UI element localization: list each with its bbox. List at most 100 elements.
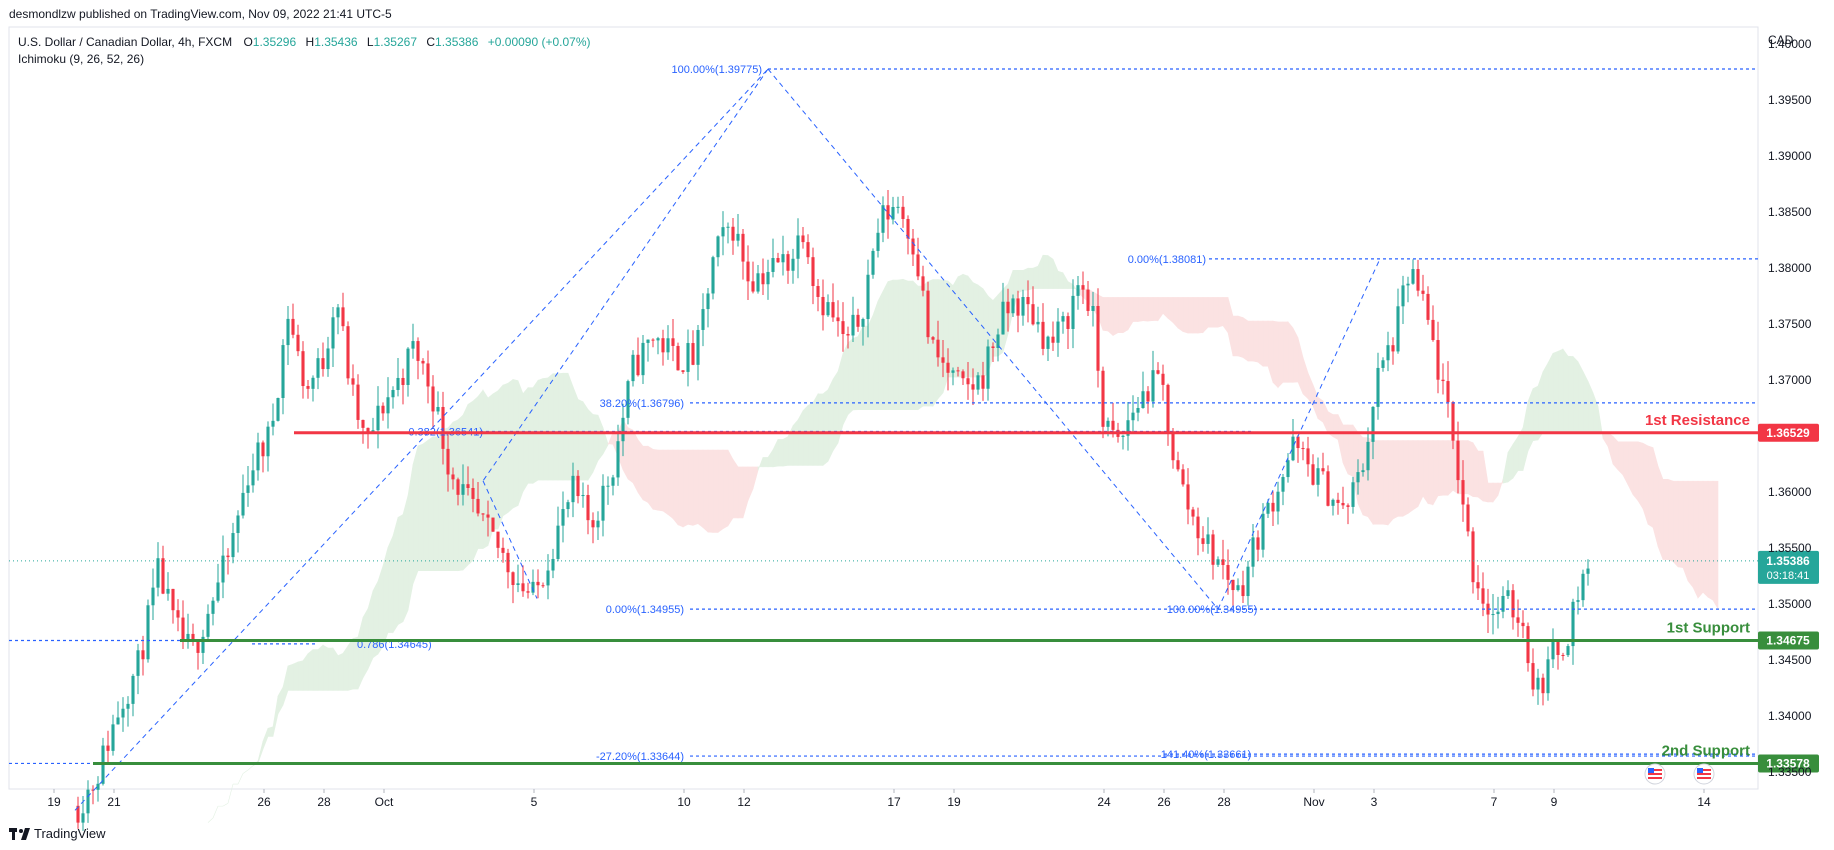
candle-body [1376, 367, 1380, 407]
candle-body [1311, 464, 1315, 485]
level-price-tag[interactable] [1758, 631, 1819, 650]
fib-trend-line[interactable] [74, 68, 769, 811]
cloud-segment [1697, 480, 1704, 599]
candle-body [1536, 677, 1540, 690]
candle-body [206, 613, 210, 637]
open-label: O [243, 35, 252, 49]
cloud-segment [792, 419, 799, 466]
indicator-legend[interactable]: Ichimoku (9, 26, 52, 26) [18, 52, 144, 66]
candle-body [716, 236, 720, 258]
cloud-segment [1512, 435, 1519, 480]
cloud-segment [1157, 297, 1164, 322]
cloud-segment [1527, 388, 1534, 452]
cloud-segment [1417, 440, 1424, 507]
candle-body [1441, 379, 1445, 382]
symbol-title[interactable]: U.S. Dollar / Canadian Dollar, 4h, FXCM … [18, 35, 591, 49]
fibonacci-drawings[interactable]: 100.00%(1.39775)0.382(1.36541)0.786(1.34… [74, 64, 1758, 811]
candle-body [501, 547, 505, 553]
cloud-segment [547, 372, 554, 481]
change-value: +0.00090 (+0.07%) [488, 35, 591, 49]
cloud-segment [1317, 396, 1324, 423]
candle-body [1291, 436, 1295, 461]
candle-body [381, 405, 385, 414]
level-price-tag[interactable] [1758, 754, 1819, 773]
candle-body [456, 479, 460, 495]
candle-body [331, 317, 335, 349]
cloud-segment [627, 427, 634, 484]
candle-body [721, 227, 725, 237]
level-name-label: 2nd Support [1662, 742, 1750, 759]
cloud-segment [1252, 320, 1259, 363]
candle-body [1036, 321, 1040, 325]
fib-swing-line[interactable] [482, 480, 538, 599]
candle-body [1081, 285, 1085, 290]
cloud-segment [1602, 432, 1609, 448]
cloud-segment [552, 373, 559, 481]
candle-body [656, 338, 660, 341]
candle-body [841, 321, 845, 335]
last-price-tag[interactable] [1758, 550, 1819, 584]
candle-body [121, 708, 125, 718]
cloud-segment [902, 278, 909, 411]
cloud-segment [1197, 297, 1204, 334]
candle-body [941, 357, 945, 363]
candle-body [136, 650, 140, 676]
candle-body [1306, 448, 1310, 465]
candle-body [1151, 370, 1155, 402]
y-tick-label: 1.37000 [1768, 373, 1812, 387]
candle-body [661, 338, 665, 353]
cloud-segment [1502, 452, 1509, 484]
cloud-segment [747, 466, 754, 501]
cloud-segment [912, 280, 919, 411]
cloud-segment [832, 370, 839, 452]
candle-body [666, 338, 670, 353]
level-price-tag[interactable] [1758, 423, 1819, 442]
candle-body [686, 343, 690, 372]
cloud-segment [742, 466, 749, 519]
cloud-segment [1147, 297, 1154, 322]
y-tick-label: 1.39500 [1768, 93, 1812, 107]
cloud-segment [1467, 440, 1474, 498]
key-levels[interactable]: 1st Resistance 1.36529 1st Support 1.34675 2… [9, 412, 1819, 773]
candle-body [1056, 321, 1060, 343]
us-flag-icon[interactable] [1644, 763, 1666, 785]
candle-body [1031, 304, 1035, 325]
cloud-segment [302, 652, 309, 691]
x-tick-label: 9 [1551, 795, 1558, 809]
candle-body [1416, 269, 1420, 291]
price-axis[interactable]: 1.40000 1.39500 1.39000 1.38500 1.38000 1.375… [1768, 37, 1812, 779]
time-axis[interactable]: 19 21 26 28 Oct 5 10 12 17 19 24 26 28 Nov 3 7 9 14 [47, 789, 1711, 809]
cloud-segment [1122, 297, 1129, 334]
cloud-segment [802, 404, 809, 466]
candle-body [1461, 480, 1465, 505]
cloud-segment [1297, 337, 1304, 395]
brand-name[interactable]: TradingView [34, 826, 106, 841]
close-value: 1.35386 [435, 35, 479, 49]
candle-body [1301, 448, 1305, 450]
tradingview-logo-icon[interactable] [9, 828, 30, 840]
us-flag-icon[interactable] [1693, 763, 1715, 785]
cloud-segment [1547, 353, 1554, 433]
candle-body [1551, 642, 1555, 660]
fib-swing-line[interactable] [767, 68, 1219, 610]
candle-body [1466, 504, 1470, 532]
cloud-segment [857, 325, 864, 411]
candle-body [771, 258, 775, 272]
candle-body [1406, 283, 1410, 286]
candle-body [596, 520, 600, 528]
fib-swing-line[interactable] [482, 68, 769, 482]
cloud-segment [1617, 441, 1624, 476]
cloud-segment [657, 449, 664, 512]
candle-body [1531, 663, 1535, 690]
candle-body [236, 515, 240, 534]
fib-level-label: 100.00%(1.39775) [671, 64, 762, 76]
candle-body [781, 254, 785, 263]
cloud-segment [677, 449, 684, 528]
candle-body [1546, 659, 1550, 694]
candle-body [626, 381, 630, 418]
cloud-segment [1592, 392, 1599, 433]
cloud-segment [1607, 431, 1614, 465]
candle-body [671, 338, 675, 346]
candle-body [1231, 579, 1235, 591]
